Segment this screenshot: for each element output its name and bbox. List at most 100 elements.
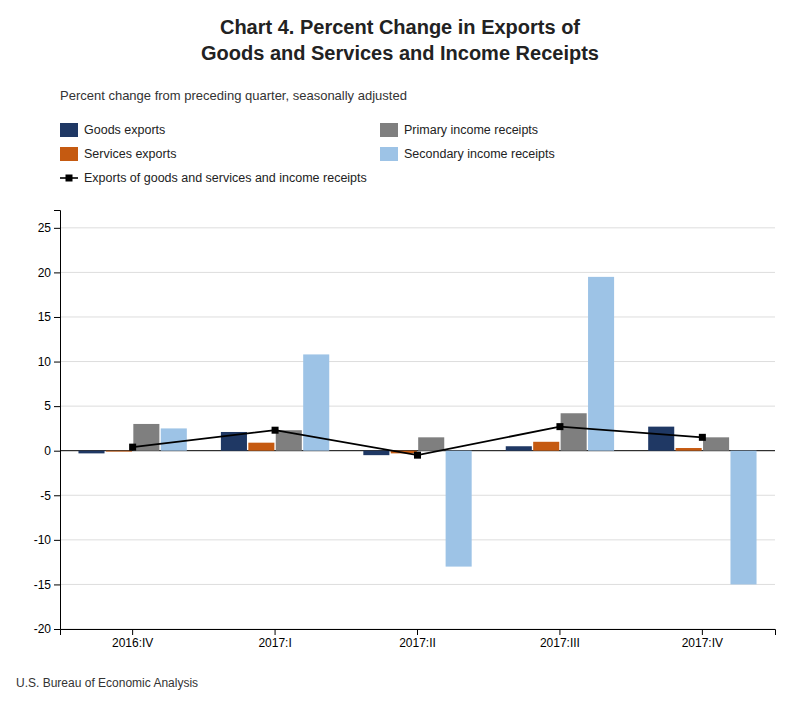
bar <box>363 451 389 455</box>
y-tick-mark <box>54 317 60 318</box>
y-tick-mark <box>54 406 60 407</box>
legend-item: Services exports <box>60 147 176 161</box>
x-tick-label: 2017:IV <box>682 636 723 650</box>
y-tick: 20 <box>38 266 60 280</box>
y-tick: 10 <box>38 355 60 369</box>
bar <box>703 437 729 450</box>
x-tick: 2017:II <box>399 629 436 650</box>
y-tick: 5 <box>44 399 60 413</box>
bar <box>446 451 472 567</box>
y-tick: -20 <box>34 622 60 636</box>
legend-swatch <box>60 123 78 137</box>
title: Chart 4. Percent Change in Exports of Goo… <box>201 16 599 64</box>
x-tick-label: 2016:IV <box>112 636 153 650</box>
legend-swatch <box>380 147 398 161</box>
legend-swatch <box>60 147 78 161</box>
grid-line <box>60 272 775 273</box>
y-axis-line <box>54 211 61 630</box>
bar <box>730 451 756 585</box>
bar-series <box>161 277 757 585</box>
y-tick-label: 0 <box>44 444 51 458</box>
x-tick-mark <box>275 629 276 635</box>
y-tick-mark <box>54 362 60 363</box>
bar <box>588 277 614 451</box>
marks <box>78 277 756 585</box>
line <box>133 427 703 456</box>
y-tick: -15 <box>34 578 60 592</box>
y-tick-mark <box>54 451 60 452</box>
y-tick-label: -10 <box>34 533 52 547</box>
grid-line <box>60 584 775 585</box>
bar <box>161 428 187 450</box>
grid-line <box>60 539 775 540</box>
title-line: Chart 4. Percent Change in Exports of <box>220 16 580 38</box>
legend-label: Primary income receipts <box>404 123 538 137</box>
legend-label: Exports of goods and services and income… <box>84 171 367 185</box>
y-tick-label: 15 <box>38 310 52 324</box>
y-tick-label: 10 <box>38 355 52 369</box>
grid-line <box>60 227 775 228</box>
y-tick-mark <box>54 629 60 630</box>
bar <box>533 442 559 451</box>
x-tick: 2017:III <box>540 629 580 650</box>
y-tick-label: 25 <box>38 221 52 235</box>
y-tick-mark <box>54 272 60 273</box>
x-tick: 2016:IV <box>112 629 153 650</box>
y-tick: -10 <box>34 533 60 547</box>
y-tick-mark <box>54 584 60 585</box>
line-marker <box>414 452 421 459</box>
x-tick: 2017:I <box>258 629 291 650</box>
legend-label: Services exports <box>84 147 176 161</box>
y-tick-label: -15 <box>34 578 52 592</box>
bar <box>248 443 274 451</box>
plot-area: -20 -15 -10 -5 0 5 10 15 20 25 2016:IV 2017:I 2017:I… <box>34 211 776 650</box>
x-tick-mark <box>559 629 560 635</box>
y-tick: 15 <box>38 310 60 324</box>
x-tick-mark <box>417 629 418 635</box>
line-marker <box>556 423 563 430</box>
y-tick-mark <box>54 228 60 229</box>
grid-line <box>60 361 775 362</box>
grid-line <box>60 495 775 496</box>
x-tick-label: 2017:II <box>399 636 436 650</box>
chart-svg: Chart 4. Percent Change in Exports of Goo… <box>0 0 800 701</box>
y-tick-label: 20 <box>38 266 52 280</box>
line-marker <box>272 427 279 434</box>
title-line: Goods and Services and Income Receipts <box>201 42 599 64</box>
x-tick: 2017:IV <box>682 629 723 650</box>
legend-item: Secondary income receipts <box>380 147 555 161</box>
y-tick: 0 <box>44 444 60 458</box>
legend-item: Exports of goods and services and income… <box>60 171 367 185</box>
legend-label: Goods exports <box>84 123 165 137</box>
y-axis: -20 -15 -10 -5 0 5 10 15 20 25 <box>34 211 61 637</box>
grid-line <box>60 406 775 407</box>
legend-marker <box>66 175 73 182</box>
legend-item: Primary income receipts <box>380 123 538 137</box>
x-tick-mark <box>702 629 703 635</box>
x-axis: 2016:IV 2017:I 2017:II 2017:III 2017:IV <box>61 629 776 650</box>
line-marker <box>129 444 136 451</box>
y-tick: 25 <box>38 221 60 235</box>
legend: Goods exports Services exports Primary inc… <box>60 123 555 185</box>
grid <box>60 228 775 629</box>
x-tick-label: 2017:III <box>540 636 580 650</box>
bar <box>106 450 132 452</box>
y-tick: -5 <box>40 489 60 503</box>
x-tick-label: 2017:I <box>258 636 291 650</box>
subtitle: Percent change from preceding quarter, s… <box>60 88 407 103</box>
y-tick-mark <box>54 495 60 496</box>
y-tick-mark <box>54 540 60 541</box>
bar <box>648 427 674 451</box>
bar <box>676 448 702 451</box>
bar <box>418 437 444 450</box>
grid-line <box>60 316 775 317</box>
legend-item: Goods exports <box>60 123 165 137</box>
x-tick-mark <box>132 629 133 635</box>
bar <box>78 451 104 454</box>
legend-swatch <box>380 123 398 137</box>
x-axis-line <box>61 630 776 636</box>
footer: U.S. Bureau of Economic Analysis <box>16 676 198 690</box>
bar <box>506 446 532 450</box>
y-tick-label: -5 <box>40 489 51 503</box>
bar <box>561 413 587 450</box>
